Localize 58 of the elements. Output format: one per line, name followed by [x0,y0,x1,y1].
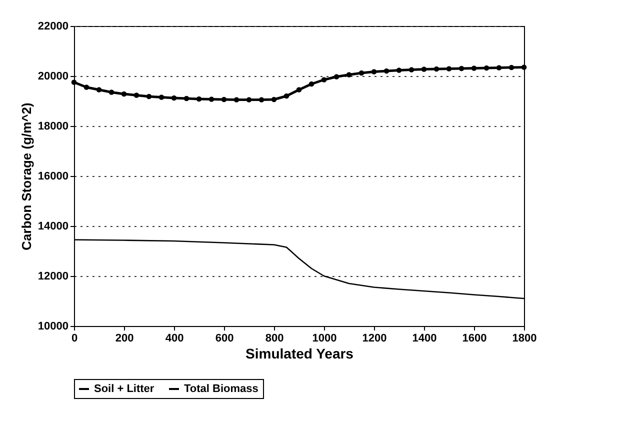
x-tick-label: 1200 [362,332,387,344]
legend-label: Total Biomass [184,383,258,395]
point [171,95,177,101]
point [484,65,490,71]
point [71,80,77,85]
point [246,97,252,102]
point [471,66,477,71]
point [434,66,440,72]
y-tick-label: 10000 [38,320,68,332]
point [421,66,427,72]
point [384,68,390,74]
point [158,94,164,100]
point [134,92,140,98]
x-tick-label: 600 [215,332,234,344]
point [271,96,277,102]
x-tick-label: 800 [265,332,284,344]
point [208,96,214,102]
point [296,87,302,92]
legend-label: Soil + Litter [94,383,155,395]
y-axis-title: Carbon Storage (g/m^2) [18,102,34,250]
point [84,84,90,90]
point [521,64,527,70]
point [108,90,114,95]
x-tick-label: 1600 [462,332,487,344]
point [496,65,502,70]
point [258,97,264,102]
y-tick-label: 16000 [38,170,68,182]
point [446,66,452,72]
point [458,66,464,72]
x-tick-label: 1800 [512,332,537,344]
y-tick-label: 22000 [38,20,68,32]
point [146,94,152,100]
point [234,97,240,102]
point [321,77,327,82]
point [346,72,352,78]
y-tick-label: 14000 [38,220,68,232]
point [96,87,102,92]
point [308,81,314,87]
x-tick-label: 1400 [412,332,437,344]
x-tick-label: 1000 [312,332,337,344]
y-tick-label: 12000 [38,270,68,282]
x-tick-label: 400 [165,332,184,344]
x-tick-label: 0 [71,332,78,344]
y-tick-label: 20000 [38,70,68,82]
point [221,96,227,102]
point [184,96,190,102]
point [358,70,364,76]
point [334,74,340,80]
point [121,91,127,97]
point [284,93,290,99]
point [371,69,377,74]
point [396,68,402,73]
x-axis-title: Simulated Years [246,346,354,362]
point [408,67,414,72]
point [508,64,514,70]
y-tick-label: 18000 [38,120,68,132]
point [196,96,202,102]
x-tick-label: 200 [115,332,134,344]
